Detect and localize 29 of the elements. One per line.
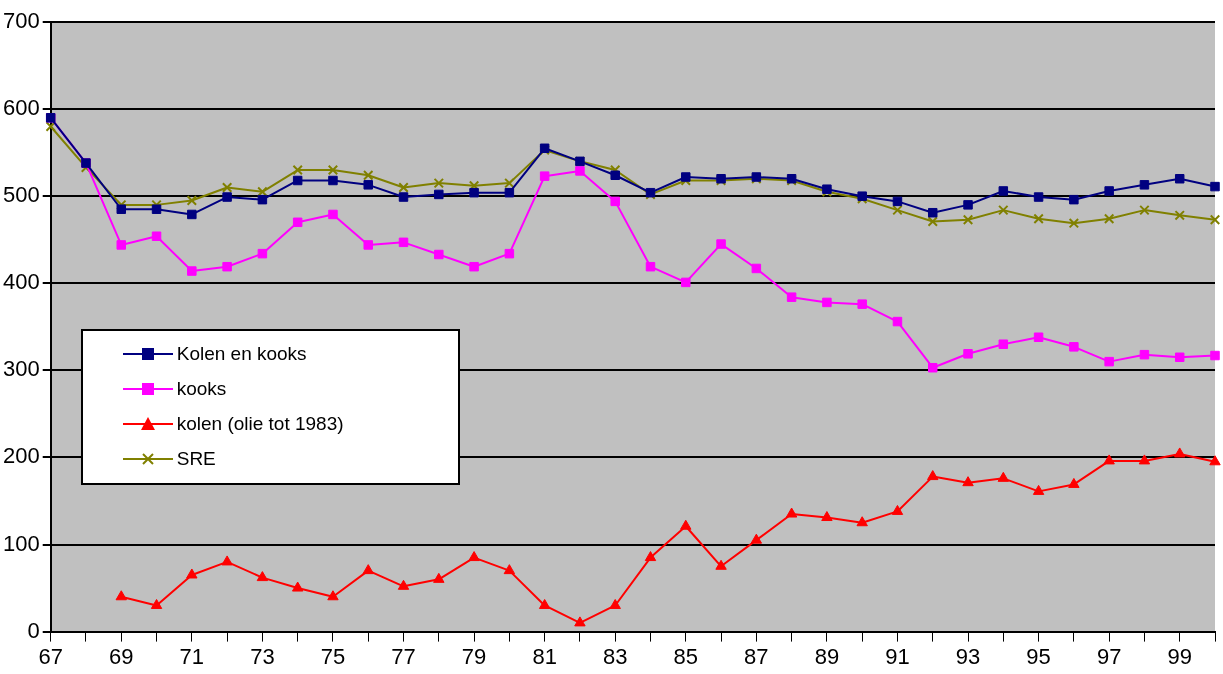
y-tick-label: 200 bbox=[2, 443, 40, 469]
legend-label: kooks bbox=[176, 378, 227, 401]
x-tick-label: 85 bbox=[673, 643, 699, 669]
x-tick-label: 79 bbox=[461, 643, 487, 669]
x-tick-label: 69 bbox=[109, 643, 134, 669]
y-tick-label: 700 bbox=[2, 8, 40, 34]
y-tick-label: 0 bbox=[27, 617, 40, 643]
x-tick-label: 93 bbox=[955, 643, 981, 669]
y-tick-label: 300 bbox=[2, 356, 40, 382]
x-tick-label: 83 bbox=[602, 643, 628, 669]
x-tick-label: 75 bbox=[320, 643, 346, 669]
legend-label: kolen (olie tot 1983) bbox=[176, 413, 344, 436]
x-tick-label: 73 bbox=[250, 643, 275, 669]
x-tick-label: 81 bbox=[532, 643, 557, 669]
x-tick-label: 89 bbox=[814, 643, 840, 669]
legend-label: SRE bbox=[176, 448, 216, 471]
x-tick-label: 99 bbox=[1167, 643, 1192, 669]
y-tick-label: 600 bbox=[2, 95, 40, 121]
x-tick-label: 77 bbox=[391, 643, 416, 669]
x-tick-label: 97 bbox=[1096, 643, 1122, 669]
x-tick-label: 95 bbox=[1026, 643, 1051, 669]
y-tick-label: 500 bbox=[2, 182, 40, 208]
x-tick-label: 91 bbox=[885, 643, 910, 669]
x-tick-label: 67 bbox=[38, 643, 63, 669]
y-tick-label: 100 bbox=[2, 530, 40, 556]
y-tick-label: 400 bbox=[2, 269, 40, 295]
x-tick-label: 71 bbox=[179, 643, 205, 669]
x-tick-label: 87 bbox=[744, 643, 769, 669]
legend-label: Kolen en kooks bbox=[176, 343, 307, 366]
